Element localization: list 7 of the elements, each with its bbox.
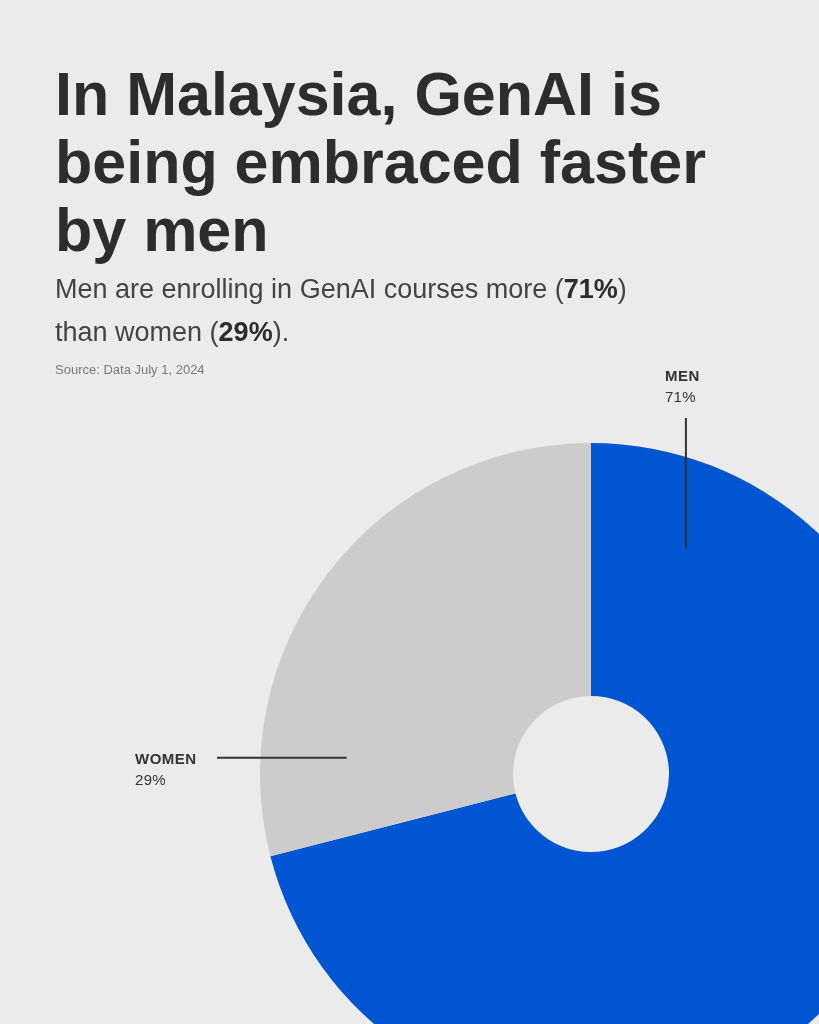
data-label: 71%	[664, 388, 696, 405]
chart-title: In Malaysia, GenAI is being embraced faster by men	[55, 60, 707, 264]
source-note: Source: Data July 1, 2024	[55, 362, 205, 377]
text: Men are enrolling in GenAI courses more (71%) than women (29%).	[55, 274, 627, 347]
slice-label: MEN	[664, 367, 700, 384]
data-label: 29%	[135, 770, 166, 788]
slice-label: WOMEN	[135, 749, 197, 767]
